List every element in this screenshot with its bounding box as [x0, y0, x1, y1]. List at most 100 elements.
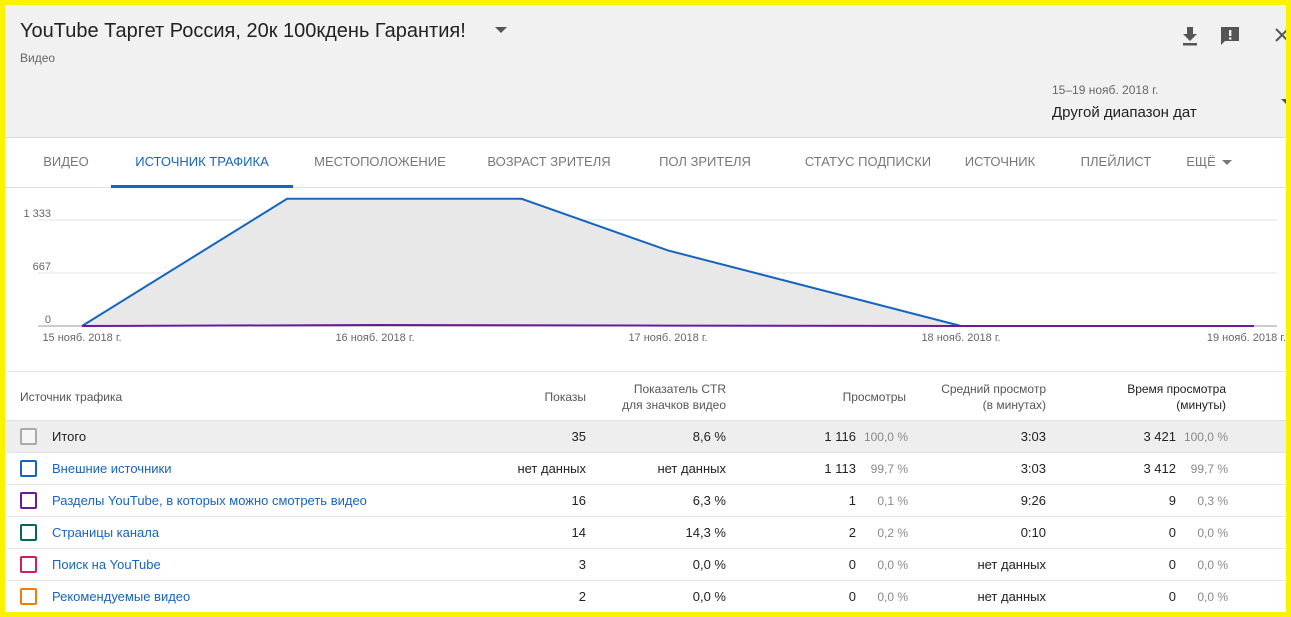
x-tick-label: 19 нояб. 2018 г.	[1207, 332, 1286, 344]
row-source-name[interactable]: Поиск на YouTube	[52, 557, 161, 572]
chevron-down-icon[interactable]	[1281, 99, 1286, 104]
y-tick-label: 667	[33, 261, 51, 273]
col-ctr[interactable]: Показатель CTR для значков видео	[565, 372, 726, 422]
x-tick-label: 15 нояб. 2018 г.	[42, 332, 121, 344]
dimension-tabs: ВИДЕО ИСТОЧНИК ТРАФИКА МЕСТОПОЛОЖЕНИЕ ВО…	[5, 138, 1286, 188]
tab-location[interactable]: МЕСТОПОЛОЖЕНИЕ	[314, 154, 446, 169]
row-watch-time: 3 421	[1143, 429, 1176, 444]
x-tick-label: 17 нояб. 2018 г.	[628, 332, 707, 344]
feedback-icon[interactable]	[1219, 25, 1241, 47]
x-tick-label: 16 нояб. 2018 г.	[335, 332, 414, 344]
row-source-name: Итого	[52, 429, 87, 444]
traffic-chart: 0 667 1 333 15 нояб. 2018 г. 16 нояб. 2018 …	[23, 197, 1286, 344]
table-row: Разделы YouTube, в которых можно смотрет…	[5, 485, 1286, 517]
row-source-name[interactable]: Внешние источники	[52, 461, 172, 476]
col-ctr-line2: для значков видео	[622, 398, 726, 412]
row-ctr: 0,0 %	[692, 589, 726, 604]
views-area	[82, 198, 1254, 326]
row-watch-time: 0	[1168, 525, 1176, 540]
row-source-name[interactable]: Страницы канала	[52, 525, 160, 540]
series-line-youtube-sections	[81, 324, 1254, 327]
tab-more[interactable]: ЕЩЁ	[1186, 154, 1216, 169]
tab-traffic-source[interactable]: ИСТОЧНИК ТРАФИКА	[111, 138, 293, 188]
col-impressions[interactable]: Показы	[544, 390, 586, 404]
tab-subscription-status[interactable]: СТАТУС ПОДПИСКИ	[804, 154, 932, 169]
row-views: 0	[848, 589, 856, 604]
table-header: Источник трафика Показы Показатель CTR дл…	[5, 371, 1286, 421]
row-watch-pct: 0,3 %	[1197, 494, 1228, 508]
row-views-pct: 0,0 %	[877, 590, 908, 604]
row-watch-pct: 0,0 %	[1197, 558, 1228, 572]
col-avg-line2: (в минутах)	[982, 398, 1046, 412]
row-checkbox[interactable]	[20, 524, 37, 541]
y-tick-label: 1 333	[23, 208, 51, 220]
video-title: YouTube Таргет Россия, 20к 100кдень Гара…	[20, 20, 466, 42]
row-views: 0	[848, 557, 856, 572]
row-views-pct: 0,1 %	[877, 494, 908, 508]
row-views: 1 116	[824, 429, 856, 444]
row-ctr: 8,6 %	[692, 429, 726, 444]
col-watch-line1: Время просмотра	[1127, 382, 1226, 396]
row-checkbox[interactable]	[20, 428, 37, 445]
more-chevron-icon[interactable]	[1222, 160, 1232, 165]
table-row: Внешние источники нет данных нет данных 1 1…	[5, 453, 1286, 485]
row-avg-view: 9:26	[1020, 493, 1046, 508]
row-avg-view: 3:03	[1020, 429, 1046, 444]
y-tick-label: 0	[45, 314, 51, 326]
date-range-dates: 15–19 нояб. 2018 г.	[1052, 83, 1159, 97]
col-watch-line2: (минуты)	[1176, 398, 1226, 412]
table-row: Рекомендуемые видео 2 0,0 % 0 0,0 % нет данны…	[5, 581, 1286, 612]
row-checkbox[interactable]	[20, 492, 37, 509]
row-impressions: 14	[571, 525, 586, 540]
row-watch-time: 0	[1168, 557, 1176, 572]
tab-viewer-age[interactable]: ВОЗРАСТ ЗРИТЕЛЯ	[487, 154, 611, 169]
row-watch-pct: 99,7 %	[1190, 462, 1228, 476]
tab-video[interactable]: ВИДЕО	[43, 154, 89, 169]
row-checkbox[interactable]	[20, 556, 37, 573]
tab-source[interactable]: ИСТОЧНИК	[964, 154, 1036, 169]
row-views: 2	[848, 525, 856, 540]
table-row: Страницы канала 14 14,3 % 2 0,2 % 0:10 0 0,0 %	[5, 517, 1286, 549]
row-views-pct: 100,0 %	[863, 430, 908, 444]
row-ctr: 14,3 %	[685, 525, 726, 540]
row-views-pct: 99,7 %	[870, 462, 908, 476]
row-views-pct: 0,0 %	[877, 558, 908, 572]
row-checkbox[interactable]	[20, 460, 37, 477]
row-impressions: 3	[578, 557, 586, 572]
row-source-name[interactable]: Рекомендуемые видео	[52, 589, 191, 604]
row-views: 1 113	[824, 461, 856, 476]
row-ctr: 0,0 %	[692, 557, 726, 572]
title-dropdown-icon[interactable]	[495, 27, 507, 33]
row-avg-view: 3:03	[1020, 461, 1046, 476]
col-avg-view[interactable]: Средний просмотр (в минутах)	[905, 372, 1046, 422]
col-views[interactable]: Просмотры	[842, 390, 906, 404]
row-watch-time: 3 412	[1143, 461, 1176, 476]
content-type-label: Видео	[20, 51, 56, 65]
download-icon[interactable]	[1180, 25, 1200, 47]
row-source-name[interactable]: Разделы YouTube, в которых можно смотрет…	[52, 493, 367, 508]
row-ctr: 6,3 %	[692, 493, 726, 508]
col-ctr-line1: Показатель CTR	[633, 382, 726, 396]
table-row-total: Итого 35 8,6 % 1 116 100,0 % 3:03 3 421 100,0 %	[5, 421, 1286, 453]
tab-viewer-gender[interactable]: ПОЛ ЗРИТЕЛЯ	[659, 154, 751, 169]
analytics-panel: YouTube Таргет Россия, 20к 100кдень Гара…	[5, 5, 1286, 612]
row-watch-pct: 100,0 %	[1183, 430, 1228, 444]
row-checkbox[interactable]	[20, 588, 37, 605]
x-tick-label: 18 нояб. 2018 г.	[921, 332, 1000, 344]
close-icon[interactable]	[1273, 25, 1286, 45]
report-header: YouTube Таргет Россия, 20к 100кдень Гара…	[5, 5, 1286, 138]
row-impressions: нет данных	[517, 461, 586, 476]
row-avg-view: 0:10	[1020, 525, 1046, 540]
table-row: Поиск на YouTube 3 0,0 % 0 0,0 % нет данных 0 0…	[5, 549, 1286, 581]
date-range-selector[interactable]: Другой диапазон дат	[1052, 104, 1197, 121]
row-avg-view: нет данных	[977, 557, 1046, 572]
col-watch-time[interactable]: Время просмотра (минуты)	[1085, 372, 1226, 422]
tab-playlist[interactable]: ПЛЕЙЛИСТ	[1080, 154, 1152, 169]
col-source[interactable]: Источник трафика	[20, 390, 123, 404]
row-impressions: 16	[571, 493, 586, 508]
row-watch-pct: 0,0 %	[1197, 526, 1228, 540]
row-impressions: 35	[571, 429, 586, 444]
traffic-source-table: Источник трафика Показы Показатель CTR дл…	[5, 371, 1286, 612]
row-watch-pct: 0,0 %	[1197, 590, 1228, 604]
row-views-pct: 0,2 %	[877, 526, 908, 540]
